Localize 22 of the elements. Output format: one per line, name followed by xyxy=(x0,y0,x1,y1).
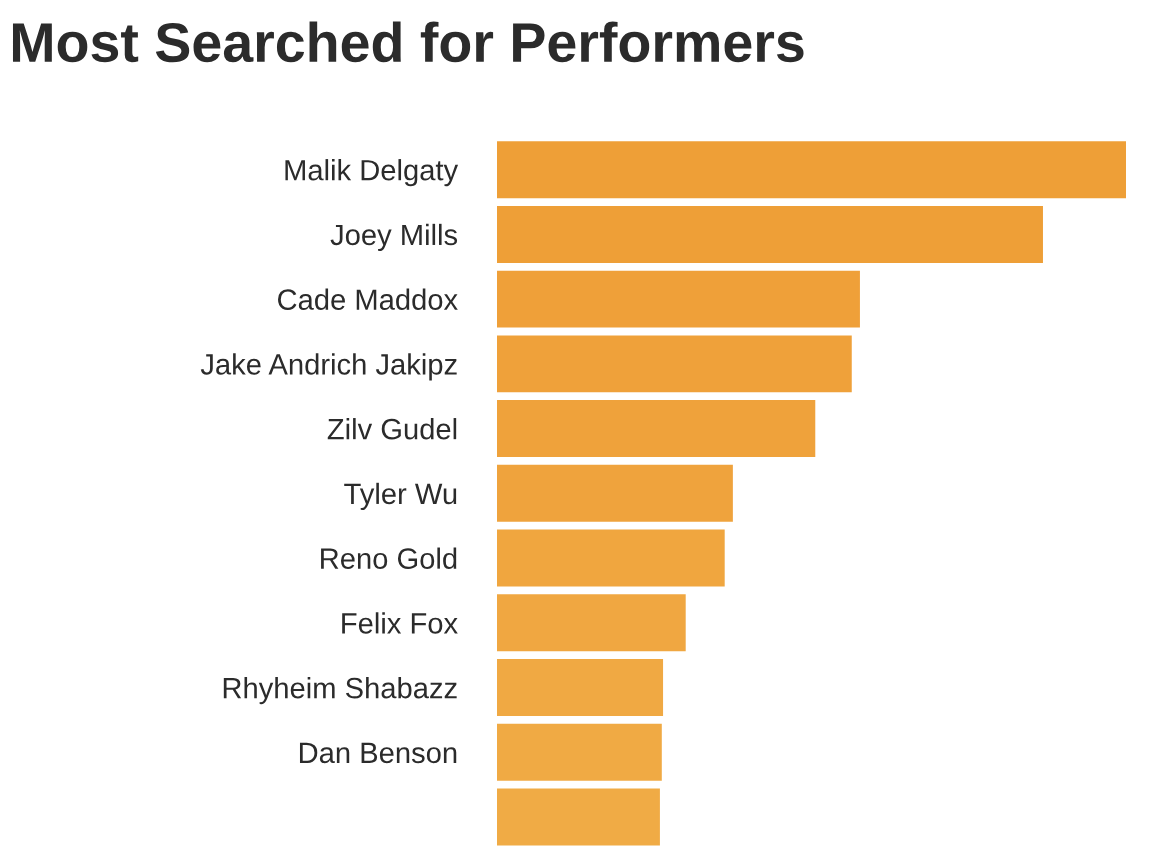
y-tick-label: Joey Mills xyxy=(330,223,458,252)
bar xyxy=(497,205,1043,263)
bar xyxy=(497,788,660,846)
y-tick-label: Rhyheim Shabazz xyxy=(223,677,457,705)
y-tick-label: Reno Gold xyxy=(321,547,457,569)
bar xyxy=(497,141,1126,199)
bar xyxy=(497,529,725,587)
bar xyxy=(497,335,852,393)
y-tick-label: Tyler Wu xyxy=(344,482,457,510)
bar xyxy=(497,464,733,522)
bar xyxy=(497,723,662,781)
y-tick-label: Zilv Gudel xyxy=(327,418,457,440)
bar xyxy=(497,270,860,328)
y-tick-label: Felix Fox xyxy=(342,612,458,634)
chart-title: Most Searched for Performers xyxy=(12,21,804,63)
bar xyxy=(497,594,686,652)
bar xyxy=(497,400,816,458)
y-tick-label: Jake Andrich Jakipz xyxy=(200,353,457,381)
y-tick-label: Malik Delgaty xyxy=(285,159,459,187)
y-tick-label: Dan Benson xyxy=(299,742,457,764)
y-tick-label: Cade Maddox xyxy=(278,288,458,310)
bar xyxy=(497,659,664,717)
